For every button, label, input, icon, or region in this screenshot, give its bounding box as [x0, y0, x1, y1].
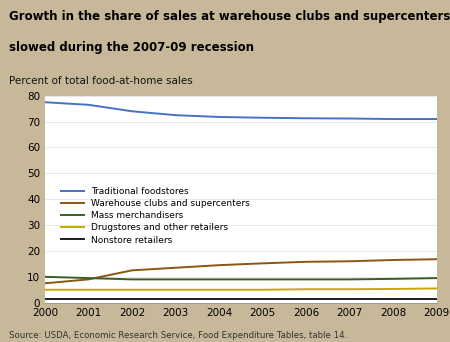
Text: Source: USDA, Economic Research Service, Food Expenditure Tables, table 14.: Source: USDA, Economic Research Service,…: [9, 331, 347, 340]
Text: slowed during the 2007-09 recession: slowed during the 2007-09 recession: [9, 41, 254, 54]
Text: Percent of total food-at-home sales: Percent of total food-at-home sales: [9, 76, 193, 86]
Text: Growth in the share of sales at warehouse clubs and supercenters: Growth in the share of sales at warehous…: [9, 10, 450, 23]
Legend: Traditional foodstores, Warehouse clubs and supercenters, Mass merchandisers, Dr: Traditional foodstores, Warehouse clubs …: [57, 183, 253, 248]
